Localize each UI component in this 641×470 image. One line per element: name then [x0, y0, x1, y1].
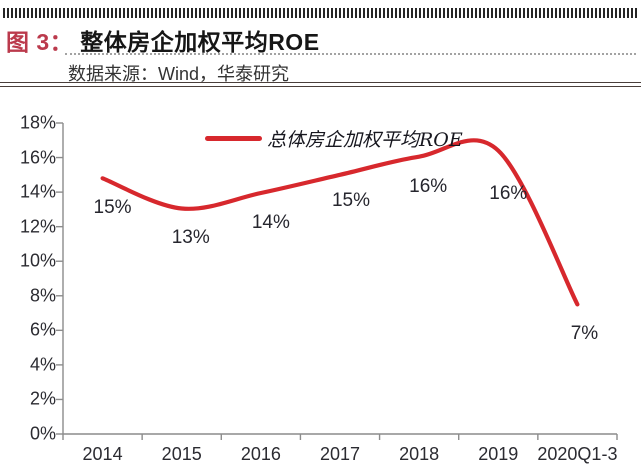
figure-title: 整体房企加权平均ROE — [80, 29, 320, 55]
data-label: 16% — [489, 182, 528, 204]
x-axis-label: 2015 — [161, 444, 202, 464]
data-label: 15% — [93, 197, 132, 219]
y-tick-label: 16% — [19, 147, 56, 168]
legend-line-marker — [205, 136, 262, 141]
y-tick-label: 0% — [29, 423, 56, 444]
figure-label: 图 3： — [6, 29, 74, 55]
dotted-divider — [65, 53, 636, 55]
figure-header: 图 3： 整体房企加权平均ROE — [6, 23, 320, 57]
y-tick-label: 4% — [29, 354, 56, 375]
x-axis-label: 2020Q1-3 — [537, 444, 618, 464]
x-axis-label: 2019 — [478, 444, 519, 464]
x-axis-label: 2014 — [82, 444, 123, 464]
y-tick-label: 12% — [19, 216, 56, 237]
y-tick-label: 10% — [19, 250, 56, 271]
data-source-caption: 数据来源：Wind，华泰研究 — [68, 64, 290, 84]
x-axis-label: 2016 — [240, 444, 281, 464]
data-label: 16% — [409, 175, 448, 197]
y-tick-label: 18% — [19, 112, 56, 133]
roe-line-chart: 18% 16% 14% 12% 10% 8% 6% 4% 2% 0% 2014 2015 2016 20… — [0, 95, 641, 470]
roe-series-line — [100, 138, 580, 307]
data-label: 13% — [171, 226, 210, 248]
y-tick-label: 14% — [19, 181, 56, 202]
chart-canvas — [56, 122, 618, 440]
y-tick-label: 2% — [29, 388, 56, 409]
chart-legend: 总体房企加权平均ROE — [205, 125, 463, 152]
x-axis-label: 2018 — [399, 444, 440, 464]
x-axis-label: 2017 — [319, 444, 361, 464]
y-tick-label: 8% — [29, 285, 56, 306]
data-label: 7% — [570, 323, 599, 345]
double-rule-divider — [0, 82, 641, 87]
decorative-stripe-bar — [3, 8, 637, 18]
data-label: 14% — [251, 211, 290, 233]
data-label: 15% — [331, 189, 371, 211]
y-tick-label: 6% — [29, 319, 56, 340]
legend-series-label: 总体房企加权平均ROE — [267, 129, 463, 151]
